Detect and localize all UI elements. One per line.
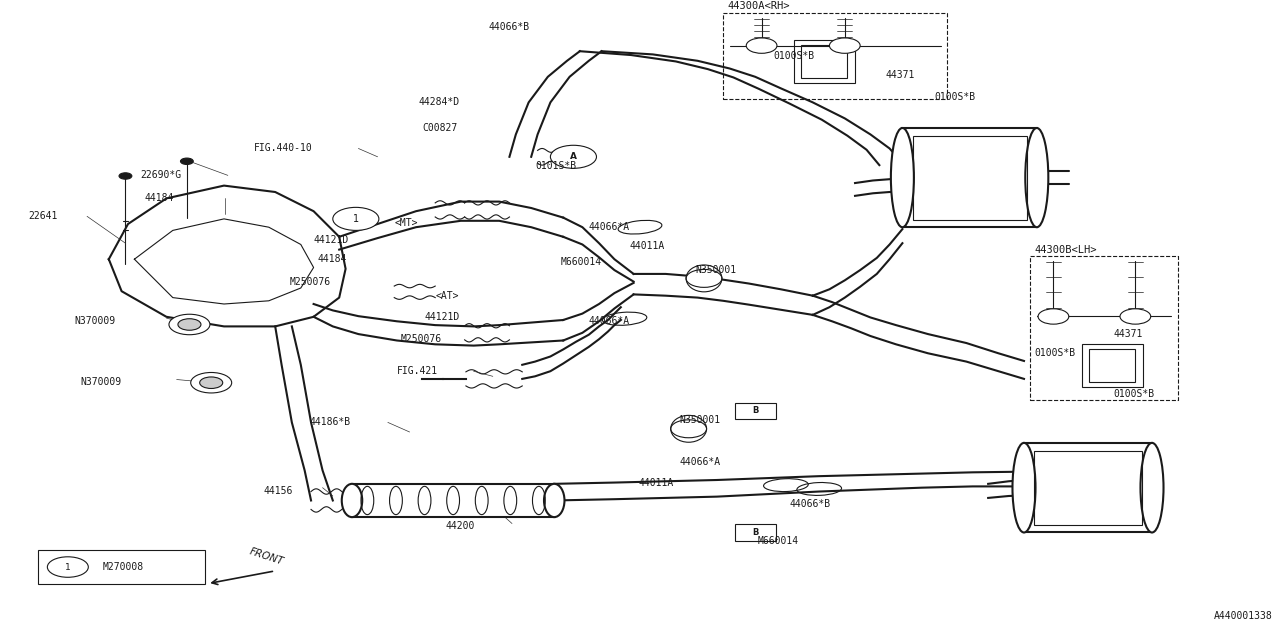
Bar <box>801 45 847 78</box>
Text: 44371: 44371 <box>1114 329 1143 339</box>
Circle shape <box>180 158 193 164</box>
Text: M250076: M250076 <box>289 276 330 287</box>
Text: 44066*B: 44066*B <box>489 22 530 32</box>
Bar <box>902 128 1037 227</box>
Text: M660014: M660014 <box>758 536 799 546</box>
Bar <box>1034 451 1142 525</box>
Bar <box>1024 443 1152 532</box>
Ellipse shape <box>544 484 564 517</box>
Text: 44371: 44371 <box>886 70 915 80</box>
Bar <box>1082 344 1143 387</box>
Bar <box>913 136 1027 220</box>
Text: 44011A: 44011A <box>639 477 675 488</box>
Text: 22641: 22641 <box>28 211 58 221</box>
Circle shape <box>829 38 860 53</box>
Text: 44284*D: 44284*D <box>419 97 460 108</box>
Text: M270008: M270008 <box>102 562 143 572</box>
Text: 44121D: 44121D <box>425 312 461 322</box>
Text: 44184: 44184 <box>145 193 174 204</box>
Text: 0100S*B: 0100S*B <box>934 92 975 102</box>
Text: 0100S*B: 0100S*B <box>1114 388 1155 399</box>
Text: <AT>: <AT> <box>435 291 458 301</box>
Circle shape <box>200 377 223 388</box>
Text: A440001338: A440001338 <box>1213 611 1272 621</box>
Text: B: B <box>753 528 758 537</box>
Text: N350001: N350001 <box>680 415 721 425</box>
Text: N370009: N370009 <box>81 377 122 387</box>
Ellipse shape <box>1140 443 1164 532</box>
Circle shape <box>746 38 777 53</box>
Bar <box>794 40 855 83</box>
Circle shape <box>178 319 201 330</box>
Circle shape <box>191 372 232 393</box>
Text: 44066*A: 44066*A <box>680 457 721 467</box>
Ellipse shape <box>891 128 914 227</box>
Bar <box>352 484 554 517</box>
Text: <MT>: <MT> <box>394 218 417 228</box>
Circle shape <box>550 145 596 168</box>
Text: 44184: 44184 <box>317 254 347 264</box>
Bar <box>735 524 776 541</box>
Circle shape <box>119 173 132 179</box>
Text: 22690*G: 22690*G <box>141 170 182 180</box>
Circle shape <box>47 557 88 577</box>
Text: N350001: N350001 <box>695 265 736 275</box>
Text: 44200: 44200 <box>445 521 475 531</box>
Text: M660014: M660014 <box>561 257 602 268</box>
Bar <box>1089 349 1135 382</box>
Text: 44121D: 44121D <box>314 235 349 245</box>
Text: 44300A<RH>: 44300A<RH> <box>727 1 790 12</box>
Ellipse shape <box>342 484 362 517</box>
Ellipse shape <box>1025 128 1048 227</box>
Text: 0100S*B: 0100S*B <box>773 51 814 61</box>
Text: C00827: C00827 <box>422 123 458 133</box>
Bar <box>38 550 205 584</box>
Text: A: A <box>570 152 577 161</box>
Bar <box>723 13 947 99</box>
Bar <box>1030 256 1178 400</box>
Ellipse shape <box>1012 443 1036 532</box>
Text: 44066*B: 44066*B <box>790 499 831 509</box>
Text: 44300B<LH>: 44300B<LH> <box>1034 244 1097 255</box>
Bar <box>735 403 776 419</box>
Text: 44066*A: 44066*A <box>589 222 630 232</box>
Text: 44156: 44156 <box>264 486 293 496</box>
Text: 0101S*B: 0101S*B <box>535 161 576 172</box>
Text: 44011A: 44011A <box>630 241 666 252</box>
Circle shape <box>169 314 210 335</box>
Text: 1: 1 <box>65 563 70 572</box>
Circle shape <box>333 207 379 230</box>
Text: B: B <box>753 406 758 415</box>
Text: 0100S*B: 0100S*B <box>1034 348 1075 358</box>
Circle shape <box>1038 308 1069 324</box>
Text: FIG.421: FIG.421 <box>397 366 438 376</box>
Text: M250076: M250076 <box>401 334 442 344</box>
Text: N370009: N370009 <box>74 316 115 326</box>
Text: FRONT: FRONT <box>248 546 284 566</box>
Circle shape <box>1120 308 1151 324</box>
Text: 44186*B: 44186*B <box>310 417 351 428</box>
Text: 44066*A: 44066*A <box>589 316 630 326</box>
Circle shape <box>686 269 722 287</box>
Circle shape <box>671 420 707 438</box>
Text: 1: 1 <box>353 214 358 224</box>
Text: FIG.440-10: FIG.440-10 <box>253 143 312 154</box>
